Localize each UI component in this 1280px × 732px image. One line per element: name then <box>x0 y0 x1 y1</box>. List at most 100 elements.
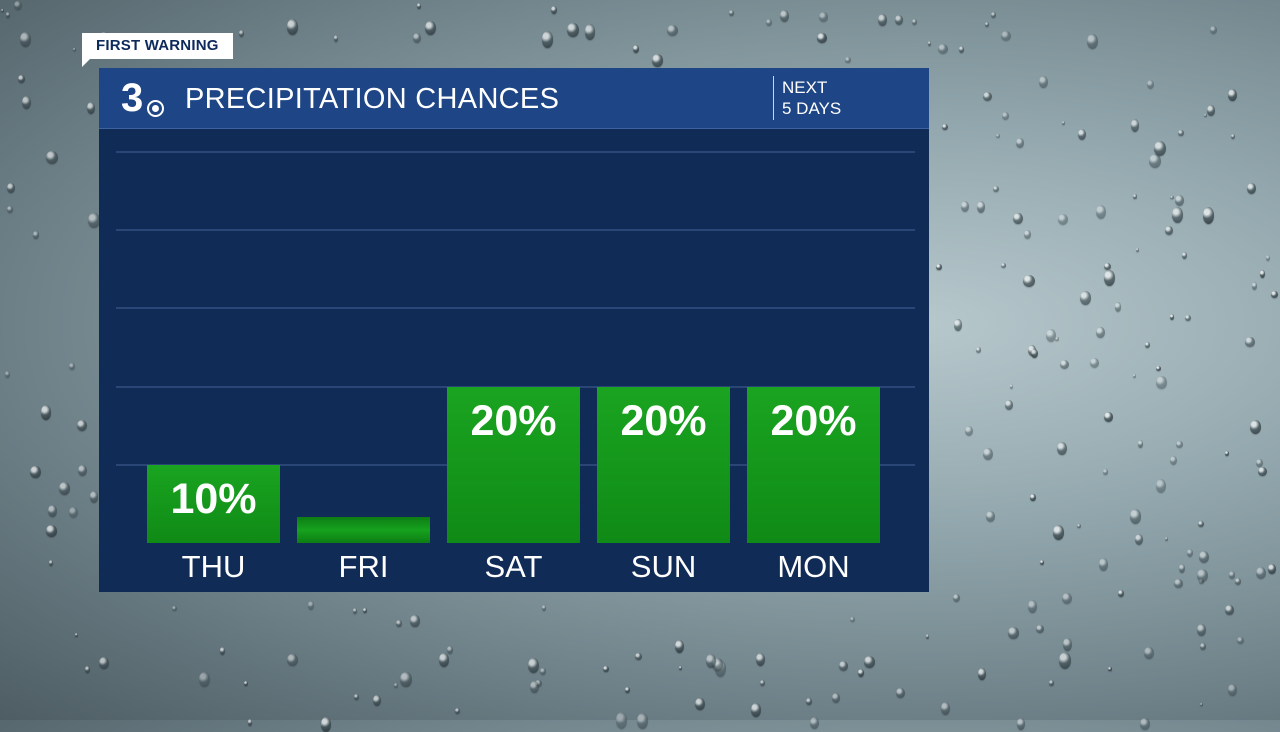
raindrop <box>983 448 994 461</box>
raindrop <box>247 719 253 726</box>
raindrop <box>396 619 402 627</box>
raindrop <box>1059 359 1070 370</box>
raindrop <box>0 8 5 13</box>
raindrop <box>1029 493 1036 502</box>
raindrop <box>982 91 992 101</box>
raindrop <box>1245 336 1256 348</box>
raindrop <box>417 3 422 9</box>
raindrop <box>729 10 734 17</box>
raindrop <box>1063 638 1073 652</box>
raindrop <box>1228 88 1238 102</box>
raindrop <box>1143 646 1154 660</box>
grid-line <box>116 151 915 153</box>
raindrop <box>1196 568 1209 582</box>
raindrop <box>542 604 547 611</box>
raindrop <box>1256 567 1267 580</box>
raindrop <box>1147 79 1155 90</box>
header-divider <box>773 76 774 120</box>
raindrop <box>1087 33 1098 50</box>
raindrop <box>863 655 875 669</box>
raindrop <box>529 680 540 694</box>
raindrop <box>362 608 367 613</box>
raindrop <box>1016 138 1025 148</box>
raindrop <box>1251 281 1258 290</box>
raindrop <box>1001 111 1010 121</box>
raindrop <box>1156 365 1162 371</box>
raindrop <box>705 653 716 668</box>
raindrop <box>1176 440 1183 448</box>
raindrop <box>1179 563 1186 573</box>
raindrop <box>78 464 88 477</box>
raindrop <box>1199 702 1204 707</box>
raindrop <box>48 559 53 566</box>
bar-fri <box>297 517 430 543</box>
raindrop <box>59 482 71 495</box>
raindrop <box>219 646 226 655</box>
raindrop <box>1005 400 1014 410</box>
raindrop <box>996 134 1000 138</box>
raindrop <box>69 362 75 370</box>
raindrop <box>1052 525 1065 540</box>
raindrop <box>7 183 16 194</box>
raindrop <box>1202 206 1215 225</box>
raindrop <box>1135 533 1143 545</box>
raindrop <box>584 23 596 40</box>
raindrop <box>1049 680 1054 686</box>
raindrop <box>1139 718 1150 730</box>
bar-mon: 20% <box>747 386 880 543</box>
raindrop <box>1227 683 1238 697</box>
raindrop <box>1062 592 1072 604</box>
raindrop <box>14 1 22 11</box>
raindrop <box>1076 523 1082 528</box>
raindrop <box>831 693 841 703</box>
raindrop <box>953 319 962 331</box>
raindrop <box>74 633 78 637</box>
raindrop <box>624 687 630 694</box>
raindrop <box>567 22 579 38</box>
raindrop <box>86 101 95 115</box>
raindrop <box>634 652 642 660</box>
raindrop <box>602 665 609 672</box>
raindrop <box>18 75 26 84</box>
raindrop <box>1000 30 1011 42</box>
raindrop <box>936 263 942 271</box>
raindrop <box>410 615 420 627</box>
raindrop <box>1096 326 1105 339</box>
raindrop <box>1187 548 1194 557</box>
raindrop <box>46 525 57 537</box>
bar-value-label: 20% <box>470 396 557 445</box>
raindrop <box>30 466 41 479</box>
raindrop <box>1200 642 1207 651</box>
raindrop <box>1257 466 1267 477</box>
raindrop <box>1023 274 1036 287</box>
raindrop <box>1061 120 1065 126</box>
raindrop <box>1199 579 1205 585</box>
raindrop <box>1058 652 1071 670</box>
raindrop <box>990 12 997 19</box>
raindrop <box>816 32 827 44</box>
raindrop <box>637 713 649 729</box>
raindrop <box>1234 578 1242 586</box>
raindrop <box>964 425 973 436</box>
raindrop <box>1001 263 1006 269</box>
raindrop <box>975 347 982 353</box>
raindrop <box>1204 113 1208 118</box>
bar-sun: 20% <box>597 386 730 543</box>
raindrop <box>1154 141 1166 157</box>
precipitation-panel: 3 PRECIPITATION CHANCES NEXT 5 DAYS 10% T… <box>99 68 929 592</box>
raindrop <box>953 593 961 602</box>
raindrop <box>439 653 450 668</box>
raindrop <box>393 682 398 689</box>
raindrop <box>1198 520 1205 528</box>
raindrop <box>550 6 557 15</box>
forecast-period: NEXT 5 DAYS <box>782 77 841 119</box>
forecast-period-line2: 5 DAYS <box>782 99 842 118</box>
raindrop <box>818 11 828 23</box>
raindrop <box>993 186 1000 193</box>
raindrop <box>352 608 357 614</box>
raindrop <box>977 668 986 680</box>
raindrop <box>48 504 58 518</box>
raindrop <box>958 45 965 53</box>
raindrop <box>985 511 995 523</box>
bar-thu: 10% <box>147 464 280 543</box>
